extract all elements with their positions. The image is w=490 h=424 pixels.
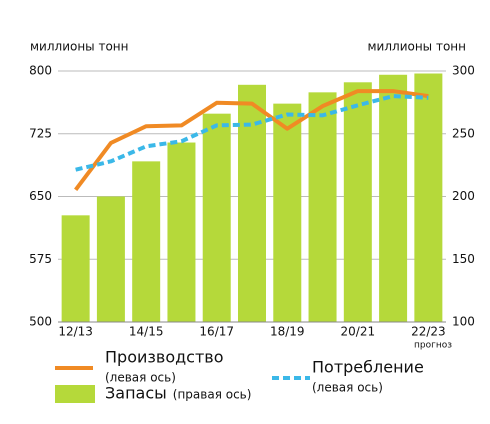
line [75, 94, 429, 172]
bar [96, 196, 125, 322]
x-tick-label: 16/17 [199, 325, 234, 339]
bar [273, 103, 302, 322]
y2-axis-label: миллионы тонн [368, 40, 467, 54]
forecast-note: прогноз [414, 341, 452, 351]
y-axis-label: миллионы тонн [30, 40, 129, 54]
legend-swatch [55, 385, 95, 403]
bar [379, 74, 408, 322]
x-tick-label: 20/21 [341, 325, 376, 339]
legend-note: (левая ось) [312, 381, 383, 395]
y-tick-label: 800 [29, 64, 52, 78]
bar [238, 84, 266, 323]
legend-label: Запасы [105, 384, 167, 403]
x-tick-label: 14/15 [129, 325, 164, 339]
y-tick-label: 725 [29, 126, 52, 140]
bar [167, 142, 196, 322]
line [74, 89, 429, 192]
y2-tick-label: 100 [452, 315, 475, 329]
legend-label: Производство [105, 348, 224, 367]
y-tick-label: 575 [29, 252, 52, 266]
y2-tick-label: 250 [452, 126, 475, 140]
y2-tick-label: 300 [452, 64, 475, 78]
bar [202, 113, 231, 322]
bar [132, 161, 161, 322]
y2-tick-label: 200 [452, 189, 475, 203]
x-tick-label: 12/13 [58, 325, 93, 339]
legend-label: Потребление [312, 358, 424, 377]
bar [61, 215, 90, 322]
x-tick-label: 22/23 [411, 325, 446, 339]
y-tick-label: 650 [29, 189, 52, 203]
y-tick-label: 500 [29, 315, 52, 329]
bar [343, 82, 372, 322]
bar [308, 92, 337, 323]
bar [414, 73, 443, 322]
legend-note: (левая ось) [105, 371, 176, 385]
x-tick-label: 18/19 [270, 325, 305, 339]
legend-note: (правая ось) [173, 388, 252, 402]
y2-tick-label: 150 [452, 252, 475, 266]
